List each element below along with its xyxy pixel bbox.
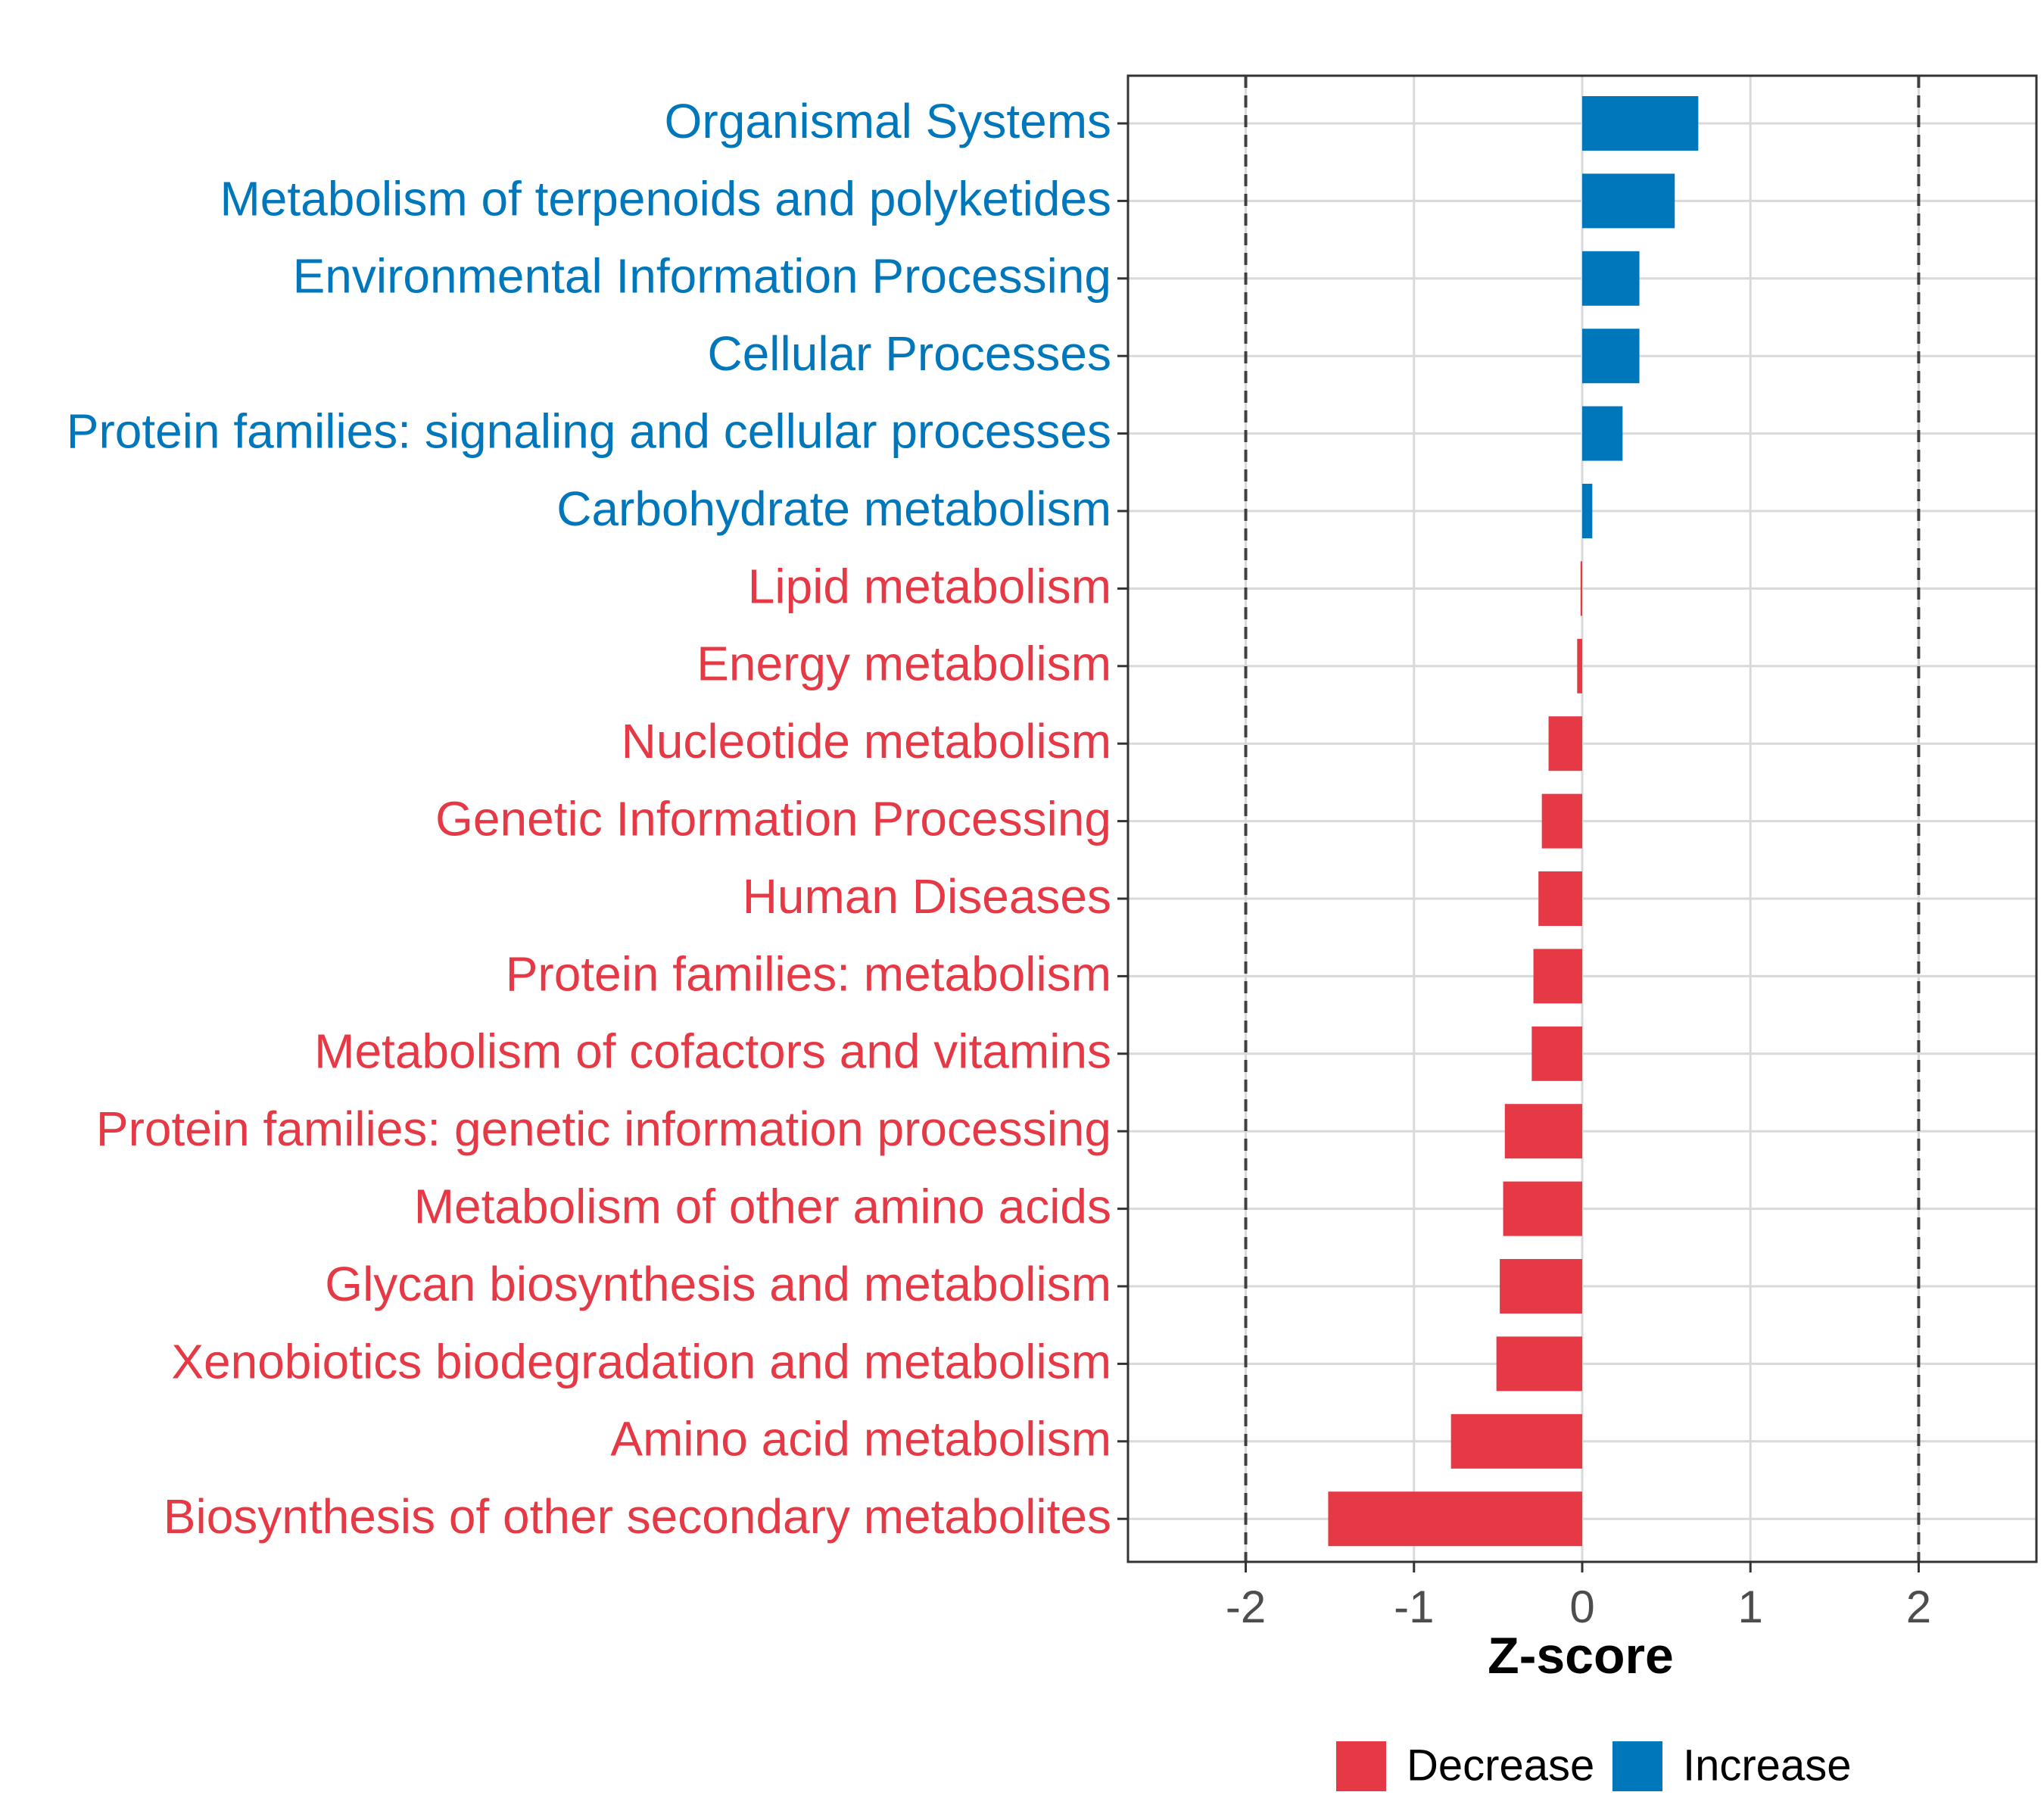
category-label: Human Diseases: [743, 869, 1111, 924]
category-label: Protein families: genetic information pr…: [96, 1102, 1111, 1156]
category-label: Glycan biosynthesis and metabolism: [325, 1257, 1111, 1311]
bar: [1582, 406, 1623, 461]
bar: [1538, 871, 1582, 926]
legend-label-decrease: Decrease: [1407, 1741, 1594, 1790]
bar: [1450, 1413, 1582, 1469]
x-tick-label: -2: [1226, 1582, 1266, 1632]
bar: [1531, 1026, 1582, 1081]
legend-swatch-decrease: [1336, 1741, 1386, 1791]
bar: [1503, 1181, 1582, 1236]
x-tick-label: 2: [1906, 1582, 1931, 1632]
category-label: Biosynthesis of other secondary metaboli…: [164, 1489, 1111, 1544]
x-tick-label: 1: [1738, 1582, 1763, 1632]
bar: [1548, 716, 1582, 771]
category-label: Genetic Information Processing: [435, 792, 1111, 846]
category-label: Carbohydrate metabolism: [556, 482, 1111, 536]
bar: [1533, 949, 1582, 1004]
bar: [1500, 1259, 1582, 1314]
category-label: Nucleotide metabolism: [622, 714, 1111, 768]
bar: [1504, 1104, 1582, 1159]
x-tick-label: -1: [1394, 1582, 1434, 1632]
category-label: Cellular Processes: [707, 326, 1111, 381]
category-label: Metabolism of terpenoids and polyketides: [220, 171, 1111, 226]
bar: [1496, 1336, 1582, 1392]
bar: [1541, 793, 1582, 849]
category-label: Environmental Information Processing: [293, 249, 1111, 304]
x-axis: -2 -1 0 1 2: [1226, 1562, 1931, 1632]
bar: [1582, 251, 1640, 306]
legend-label-increase: Increase: [1683, 1741, 1851, 1790]
category-label: Energy metabolism: [696, 637, 1111, 691]
bar: [1582, 96, 1699, 151]
bar: [1582, 173, 1675, 229]
category-label: Metabolism of cofactors and vitamins: [314, 1024, 1111, 1079]
category-label: Xenobiotics biodegradation and metabolis…: [171, 1334, 1111, 1388]
reference-lines: [1244, 76, 1921, 1562]
bar: [1580, 561, 1582, 616]
category-label: Organismal Systems: [665, 94, 1111, 148]
category-label: Lipid metabolism: [748, 559, 1111, 613]
category-label: Protein families: metabolism: [506, 946, 1111, 1001]
bar: [1582, 484, 1593, 538]
category-label: Amino acid metabolism: [610, 1412, 1111, 1466]
category-label: Protein families: signaling and cellular…: [67, 404, 1111, 459]
bar: [1328, 1491, 1582, 1547]
legend: Decrease Increase: [1336, 1741, 1851, 1791]
bar: [1577, 638, 1582, 693]
legend-swatch-increase: [1612, 1741, 1662, 1791]
category-label: Metabolism of other amino acids: [414, 1180, 1111, 1234]
y-axis: Organismal Systems Metabolism of terpenoi…: [67, 94, 1128, 1544]
x-axis-title: Z-score: [1488, 1627, 1674, 1685]
bar: [1582, 329, 1640, 384]
x-tick-label: 0: [1569, 1582, 1594, 1632]
bars: [1328, 96, 1699, 1547]
